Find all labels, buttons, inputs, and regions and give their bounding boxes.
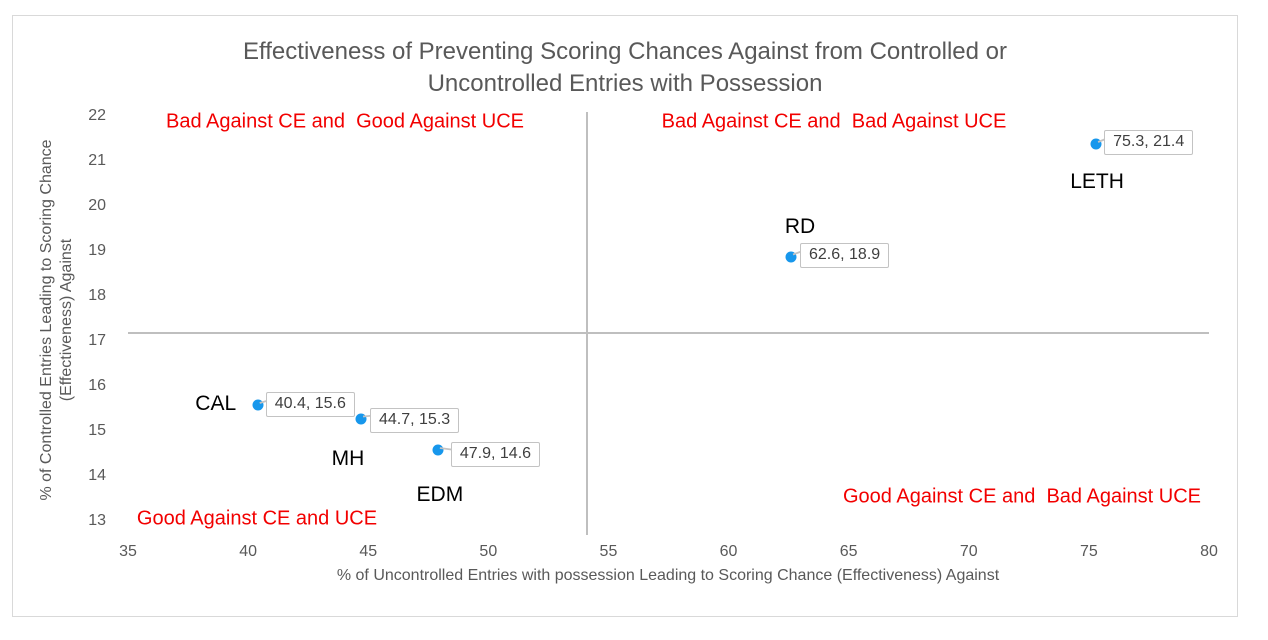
data-point-EDM (432, 444, 444, 456)
x-tick-label: 50 (479, 543, 498, 560)
data-point-RD (785, 251, 797, 262)
chart-title: Effectiveness of Preventing Scoring Chan… (12, 36, 1238, 100)
data-label-LETH: 75.3, 21.4 (1104, 130, 1194, 155)
quadrant-label-bottom-right: Good Against CE and Bad Against UCE (843, 485, 1201, 508)
x-tick-label: 75 (1079, 543, 1098, 560)
y-tick-label: 20 (88, 197, 106, 214)
team-label-CAL: CAL (195, 392, 237, 415)
y-tick-label: 19 (88, 242, 106, 259)
data-point-LETH (1090, 138, 1102, 150)
y-tick-label: 16 (88, 377, 106, 394)
y-tick-label: 14 (88, 467, 106, 484)
y-axis-title-line1: % of Controlled Entries Leading to Scori… (38, 139, 55, 501)
data-point-CAL (252, 399, 264, 411)
team-label-EDM: EDM (416, 483, 464, 506)
x-tick-label: 40 (239, 543, 258, 560)
x-tick-label: 45 (359, 543, 378, 560)
team-label-RD: RD (784, 214, 816, 238)
x-tick-label: 60 (719, 543, 738, 560)
quadrant-label-top-right: Bad Against CE and Bad Against UCE (661, 110, 1007, 133)
y-tick-label: 22 (88, 107, 106, 124)
data-point-MH (355, 413, 367, 424)
chart-frame (12, 15, 1238, 617)
reference-line-vertical (585, 112, 589, 535)
x-tick-label: 35 (119, 543, 137, 560)
data-label-EDM: 47.9, 14.6 (450, 442, 541, 467)
y-tick-label: 13 (88, 512, 106, 529)
y-tick-label: 21 (88, 152, 106, 169)
y-axis-title: % of Controlled Entries Leading to Scori… (37, 139, 77, 500)
x-tick-label: 80 (1200, 543, 1218, 560)
chart-title-line2: Uncontrolled Entries with Possession (427, 70, 823, 97)
x-tick-label: 70 (959, 543, 978, 560)
quadrant-label-top-left: Bad Against CE and Good Against UCE (166, 110, 524, 133)
data-label-RD: 62.6, 18.9 (800, 242, 890, 268)
chart-title-line1: Effectiveness of Preventing Scoring Chan… (243, 38, 1007, 65)
quadrant-label-bottom-left: Good Against CE and UCE (136, 507, 378, 530)
team-label-MH: MH (331, 446, 365, 470)
y-tick-label: 15 (88, 422, 106, 439)
data-label-CAL: 40.4, 15.6 (265, 392, 355, 417)
reference-line-horizontal (128, 331, 1209, 335)
y-tick-label: 18 (88, 287, 106, 304)
x-axis-title: % of Uncontrolled Entries with possessio… (336, 567, 1000, 584)
x-tick-label: 55 (599, 543, 618, 560)
y-axis-title-line2: (Effectiveness) Against (58, 238, 75, 402)
data-label-MH: 44.7, 15.3 (370, 407, 460, 433)
team-label-LETH: LETH (1070, 170, 1124, 193)
x-tick-label: 65 (839, 543, 858, 560)
y-tick-label: 17 (88, 332, 106, 349)
